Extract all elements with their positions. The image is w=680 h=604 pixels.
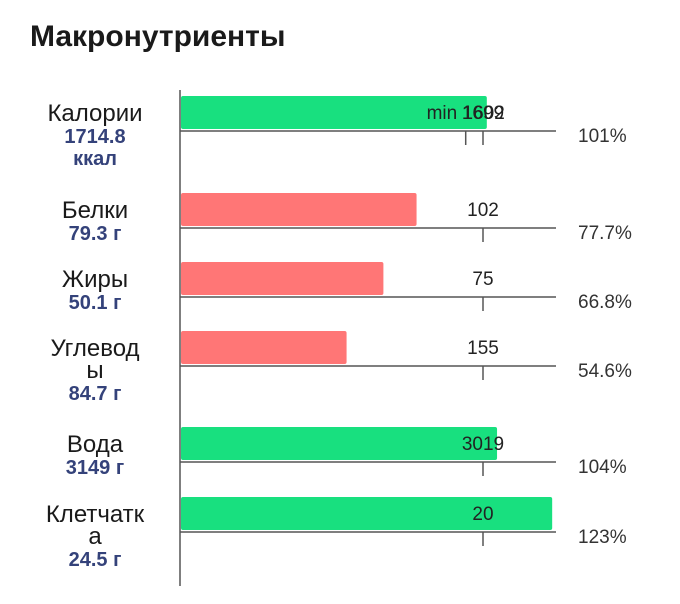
bar <box>181 427 498 460</box>
percent-label: 104% <box>578 457 627 478</box>
bar <box>181 497 553 530</box>
category-value: 50.1 г <box>69 292 122 314</box>
target-label: 20 <box>472 504 493 525</box>
category-value: 3149 г <box>66 457 124 479</box>
percent-label: 77.7% <box>578 223 632 244</box>
category-name: а <box>88 523 102 550</box>
target-label: 3019 <box>462 434 504 455</box>
category-name: Калории <box>47 100 142 127</box>
min-label: min 1602 <box>427 103 505 124</box>
target-label: 155 <box>467 338 499 359</box>
bar <box>181 193 417 226</box>
percent-label: 66.8% <box>578 292 632 313</box>
percent-label: 101% <box>578 126 627 147</box>
target-label: 1699 <box>462 103 504 124</box>
category-value: ккал <box>73 148 117 170</box>
category-name: Жиры <box>62 266 128 293</box>
category-value: 24.5 г <box>69 549 122 571</box>
category-value: 84.7 г <box>69 383 122 405</box>
category-name: Вода <box>67 431 124 458</box>
category-name: Белки <box>62 197 128 224</box>
percent-label: 123% <box>578 527 627 548</box>
bar <box>181 96 487 129</box>
category-value: 79.3 г <box>69 223 122 245</box>
bar <box>181 331 347 364</box>
category-name: ы <box>86 357 103 384</box>
target-label: 75 <box>472 269 493 290</box>
category-name: Углевод <box>50 335 139 362</box>
percent-label: 54.6% <box>578 361 632 382</box>
category-name: Клетчатк <box>46 501 145 528</box>
category-value: 1714.8 <box>64 126 125 148</box>
bar <box>181 262 384 295</box>
chart-title: Макронутриенты <box>30 20 286 53</box>
target-label: 102 <box>467 200 499 221</box>
